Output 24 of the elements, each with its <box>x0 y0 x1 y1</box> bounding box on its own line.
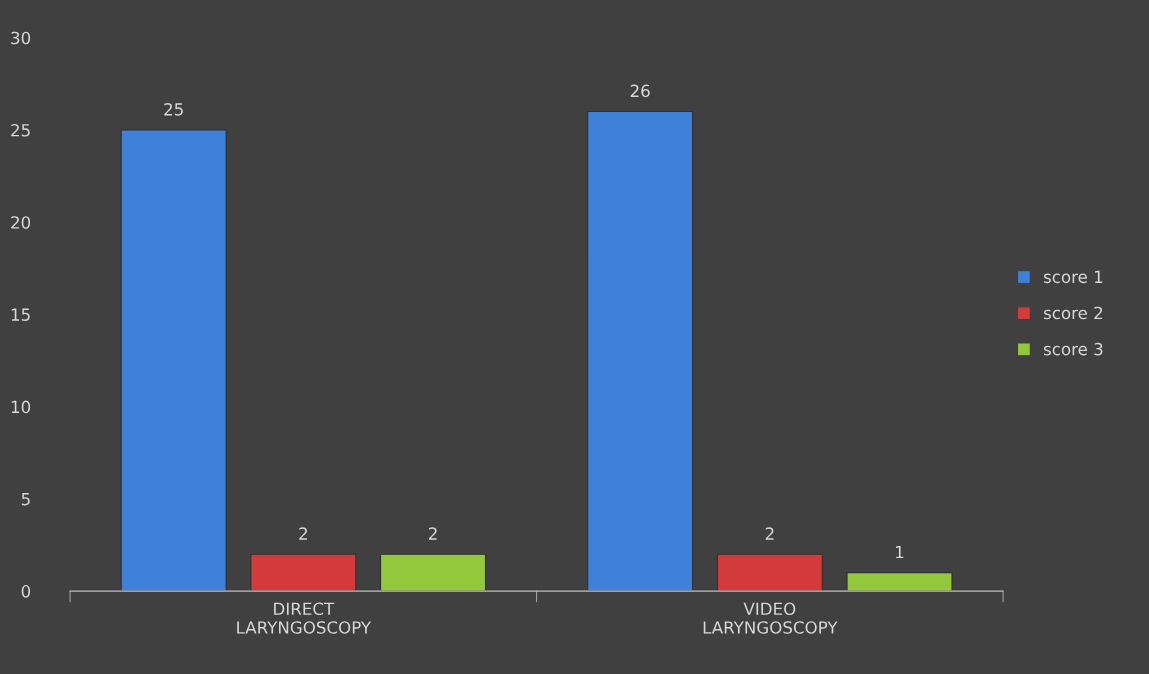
legend-label: score 2 <box>1043 306 1103 320</box>
y-tick-label: 15 <box>11 308 30 321</box>
data-label: 26 <box>630 84 650 98</box>
y-tick-label: 0 <box>21 585 31 598</box>
bar <box>250 553 357 592</box>
bar <box>846 572 953 592</box>
bar <box>379 553 487 592</box>
x-tick-label: VIDEO LARYNGOSCOPY <box>703 602 838 634</box>
y-tick-label: 10 <box>11 400 31 414</box>
data-label: 2 <box>299 527 307 540</box>
data-label: 25 <box>164 103 183 116</box>
y-tick-label: 20 <box>11 216 31 229</box>
legend-label: score 3 <box>1043 342 1103 356</box>
legend-label: score 1 <box>1043 270 1103 284</box>
y-tick-label: 5 <box>21 493 30 506</box>
bar <box>587 110 694 592</box>
x-tick-label: DIRECT LARYNGOSCOPY <box>237 602 372 634</box>
data-label: 1 <box>896 545 904 559</box>
data-label: 2 <box>428 527 437 540</box>
y-tick-label: 25 <box>11 123 30 137</box>
bar <box>716 553 823 592</box>
data-label: 2 <box>765 527 774 540</box>
bar <box>120 129 227 592</box>
y-tick-label: 30 <box>11 31 31 45</box>
